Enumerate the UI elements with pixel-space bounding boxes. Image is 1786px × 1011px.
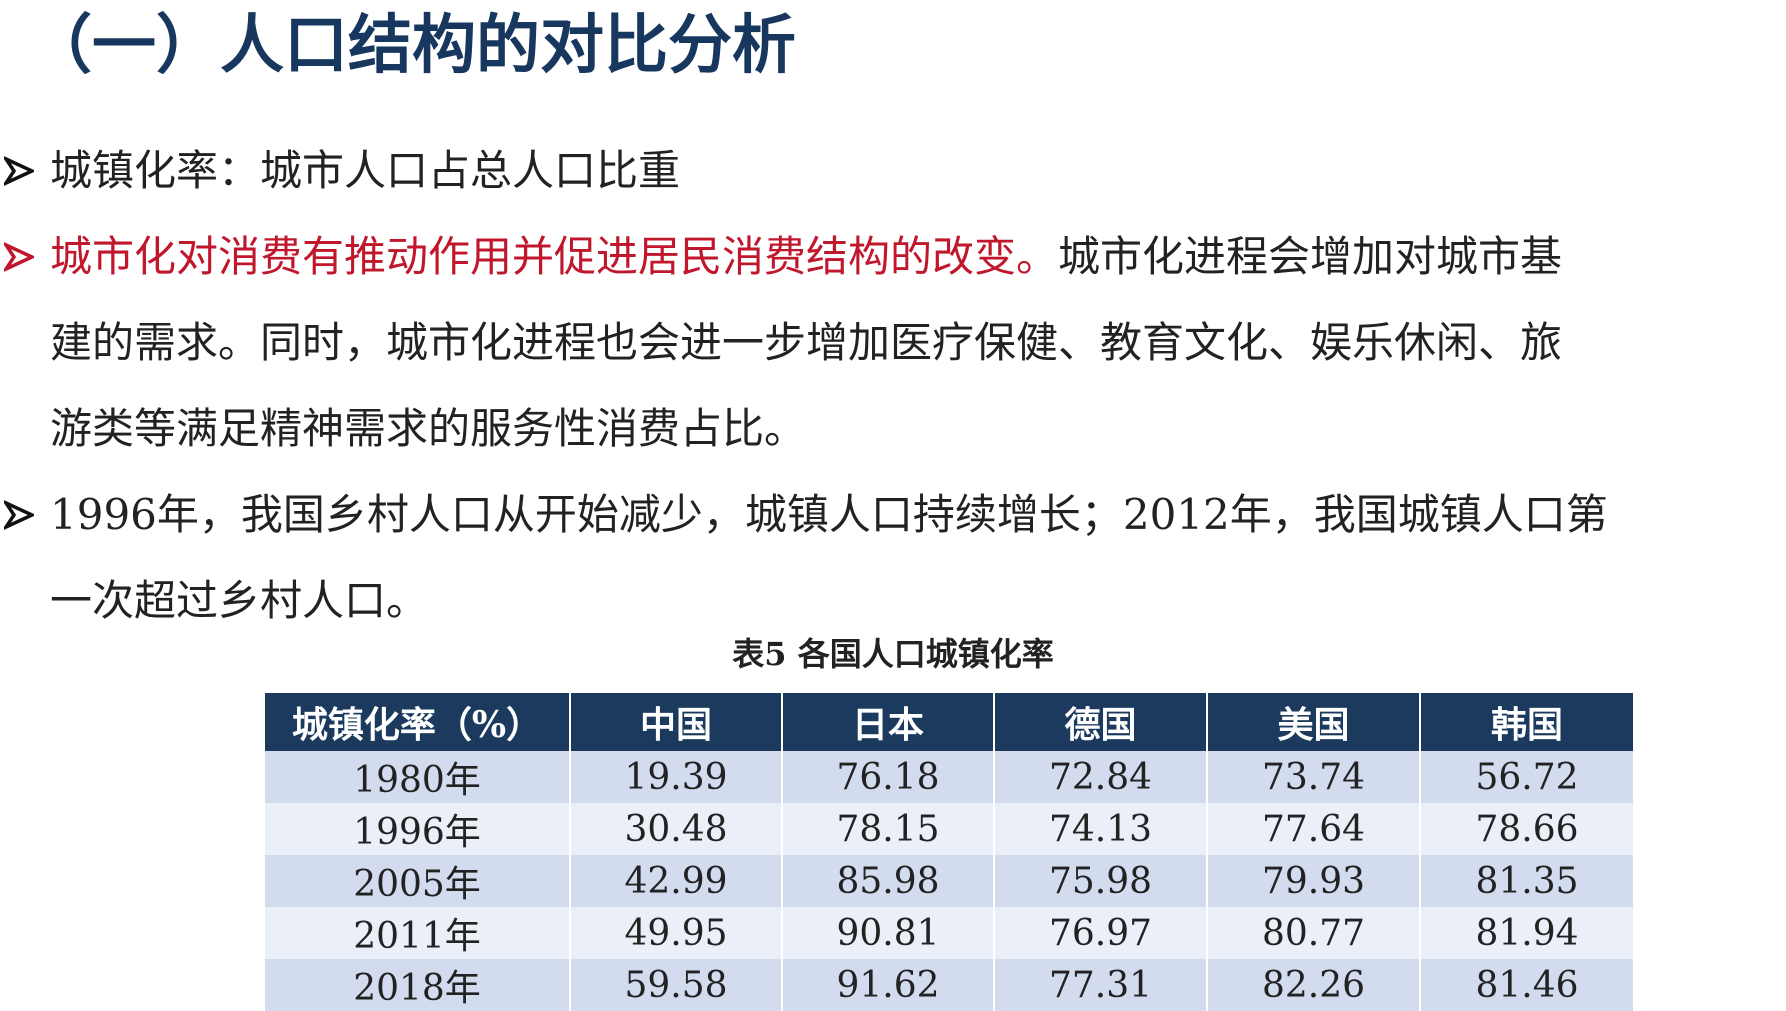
rate-cell: 42.99 <box>570 855 783 907</box>
table-row: 2011年 49.95 90.81 76.97 80.77 81.94 <box>265 907 1633 959</box>
year-cell: 2018年 <box>265 959 571 1011</box>
rate-cell: 77.64 <box>1207 803 1421 855</box>
slide-title: （一）人口结构的对比分析 <box>28 9 796 83</box>
year-cell: 1996年 <box>265 803 571 855</box>
table-caption: 表5 各国人口城镇化率 <box>732 635 1054 673</box>
body-text: 城市化进程会增加对城市基 <box>1058 232 1563 281</box>
rate-cell: 79.93 <box>1207 855 1421 907</box>
table-row: 1996年 30.48 78.15 74.13 77.64 78.66 <box>265 803 1633 855</box>
bullet-arrow-icon <box>4 128 40 214</box>
year-cell: 1980年 <box>265 751 571 803</box>
rate-cell: 80.77 <box>1207 907 1421 959</box>
rate-cell: 19.39 <box>570 751 783 803</box>
table-row: 2018年 59.58 91.62 77.31 82.26 81.46 <box>265 959 1633 1011</box>
header-cell-korea: 韩国 <box>1420 693 1633 751</box>
bullet-arrow-icon <box>4 214 40 300</box>
rate-cell: 81.94 <box>1420 907 1633 959</box>
highlight-text: 城市化对消费有推动作用并促进居民消费结构的改变。 <box>50 232 1059 281</box>
bullet-line: 一次超过乡村人口。 <box>0 558 1786 644</box>
header-cell-rate: 城镇化率（%） <box>265 693 571 751</box>
rate-cell: 56.72 <box>1420 751 1633 803</box>
body-text: 游类等满足精神需求的服务性消费占比。 <box>50 404 807 453</box>
rate-cell: 91.62 <box>782 959 995 1011</box>
bullet-text: 城市化对消费有推动作用并促进居民消费结构的改变。城市化进程会增加对城市基 <box>50 214 1562 300</box>
bullet-text: 游类等满足精神需求的服务性消费占比。 <box>50 386 806 472</box>
body-text: 1996年，我国乡村人口从开始减少，城镇人口持续增长；2012年，我国城镇人口第 <box>50 490 1608 539</box>
bullet-arrow-icon <box>4 472 40 558</box>
urbanization-table: 城镇化率（%） 中国 日本 德国 美国 韩国 1980年 19.39 76.18 72… <box>265 693 1633 1011</box>
bullet-text: 一次超过乡村人口。 <box>50 558 428 644</box>
rate-cell: 72.84 <box>994 751 1208 803</box>
rate-cell: 81.35 <box>1420 855 1633 907</box>
bullet-text: 1996年，我国乡村人口从开始减少，城镇人口持续增长；2012年，我国城镇人口第 <box>50 472 1608 558</box>
rate-cell: 59.58 <box>570 959 783 1011</box>
rate-cell: 74.13 <box>994 803 1208 855</box>
body-text: 城镇化率：城市人口占总人口比重 <box>50 146 681 195</box>
rate-cell: 82.26 <box>1207 959 1421 1011</box>
rate-cell: 81.46 <box>1420 959 1633 1011</box>
header-cell-china: 中国 <box>570 693 783 751</box>
bullet-line: 1996年，我国乡村人口从开始减少，城镇人口持续增长；2012年，我国城镇人口第 <box>0 472 1786 558</box>
bullet-list: 城镇化率：城市人口占总人口比重城市化对消费有推动作用并促进居民消费结构的改变。城… <box>0 128 1786 644</box>
year-cell: 2005年 <box>265 855 571 907</box>
table-header-row: 城镇化率（%） 中国 日本 德国 美国 韩国 <box>265 693 1633 751</box>
bullet-text: 建的需求。同时，城市化进程也会进一步增加医疗保健、教育文化、娱乐休闲、旅 <box>50 300 1562 386</box>
body-text: 一次超过乡村人口。 <box>50 576 429 625</box>
header-cell-germany: 德国 <box>994 693 1208 751</box>
rate-cell: 90.81 <box>782 907 995 959</box>
rate-cell: 73.74 <box>1207 751 1421 803</box>
bullet-line: 城镇化率：城市人口占总人口比重 <box>0 128 1786 214</box>
bullet-line: 城市化对消费有推动作用并促进居民消费结构的改变。城市化进程会增加对城市基 <box>0 214 1786 300</box>
body-text: 建的需求。同时，城市化进程也会进一步增加医疗保健、教育文化、娱乐休闲、旅 <box>50 318 1563 367</box>
header-cell-usa: 美国 <box>1207 693 1421 751</box>
rate-cell: 76.97 <box>994 907 1208 959</box>
bullet-line: 建的需求。同时，城市化进程也会进一步增加医疗保健、教育文化、娱乐休闲、旅 <box>0 300 1786 386</box>
rate-cell: 76.18 <box>782 751 995 803</box>
rate-cell: 78.66 <box>1420 803 1633 855</box>
bullet-line: 游类等满足精神需求的服务性消费占比。 <box>0 386 1786 472</box>
table-row: 1980年 19.39 76.18 72.84 73.74 56.72 <box>265 751 1633 803</box>
rate-cell: 78.15 <box>782 803 995 855</box>
year-cell: 2011年 <box>265 907 571 959</box>
header-cell-japan: 日本 <box>782 693 995 751</box>
rate-cell: 85.98 <box>782 855 995 907</box>
rate-cell: 49.95 <box>570 907 783 959</box>
rate-cell: 77.31 <box>994 959 1208 1011</box>
rate-cell: 30.48 <box>570 803 783 855</box>
table-row: 2005年 42.99 85.98 75.98 79.93 81.35 <box>265 855 1633 907</box>
bullet-text: 城镇化率：城市人口占总人口比重 <box>50 128 680 214</box>
rate-cell: 75.98 <box>994 855 1208 907</box>
